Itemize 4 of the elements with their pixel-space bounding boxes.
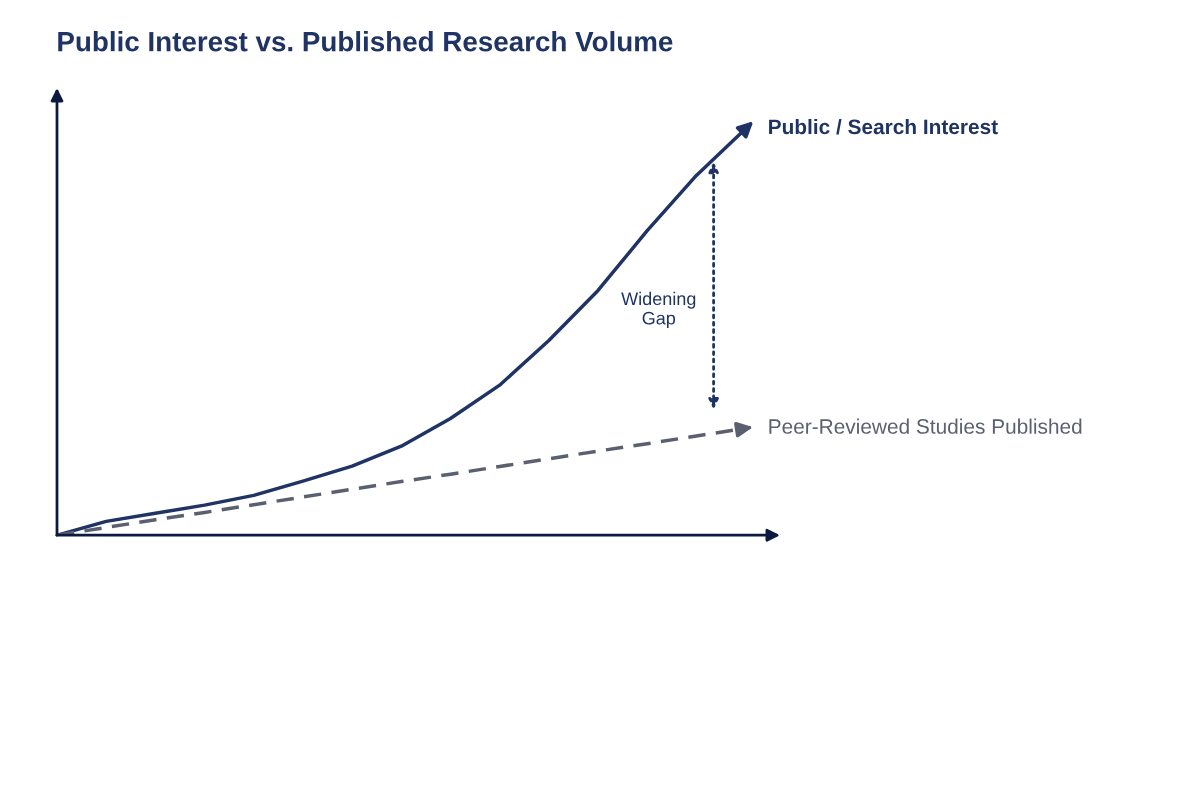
legend-label: Public / Search Interest (769, 118, 998, 135)
annotation: Widening Gap (621, 291, 696, 329)
legend-label: Peer-Reviewed Studies Published (769, 418, 1082, 434)
chart-title: Public Interest vs. Published Research Volume (58, 31, 673, 52)
